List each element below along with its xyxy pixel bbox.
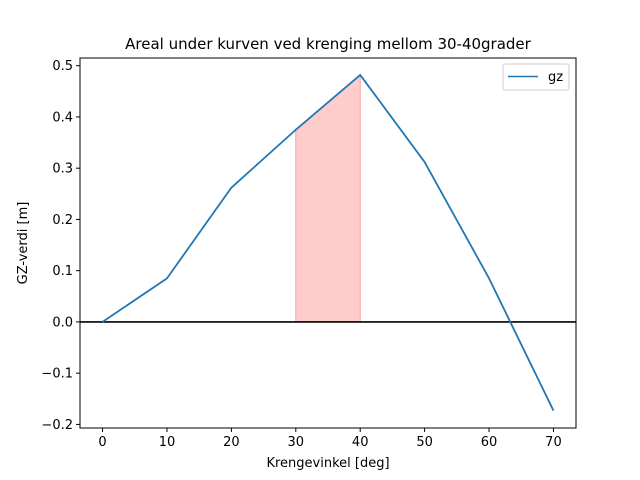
x-tick-label: 10 (159, 435, 176, 450)
plot-area: 0 10 20 30 40 50 60 70 −0.2 −0.1 0.0 0.1 0.2 0.3 0.4 0.… (41, 57, 577, 450)
x-tick-label: 0 (98, 435, 106, 450)
y-tick-label: 0.4 (52, 110, 73, 125)
x-tick-label: 70 (545, 435, 562, 450)
y-axis-label: GZ-verdi [m] (16, 202, 31, 285)
series-line-gz (102, 74, 555, 411)
axes-frame (79, 57, 577, 429)
x-tick-label: 60 (481, 435, 498, 450)
chart-title: Areal under kurven ved krenging mellom 3… (125, 35, 532, 53)
y-tick-label: 0.0 (52, 315, 73, 330)
x-tick-label: 40 (352, 435, 369, 450)
x-axis-label: Krengevinkel [deg] (266, 456, 389, 471)
y-tick-label: 0.2 (52, 213, 73, 228)
x-tick-label: 30 (288, 435, 305, 450)
y-tick-label: 0.3 (52, 162, 73, 177)
legend-label-gz: gz (548, 70, 563, 85)
y-tick-label: 0.1 (52, 264, 73, 279)
x-tick-label: 50 (416, 435, 433, 450)
y-tick-label: −0.1 (41, 367, 73, 382)
y-tick-label: −0.2 (41, 418, 73, 433)
x-tick-label: 20 (223, 435, 240, 450)
legend: gz (502, 63, 570, 91)
y-tick-label: 0.5 (52, 59, 73, 74)
